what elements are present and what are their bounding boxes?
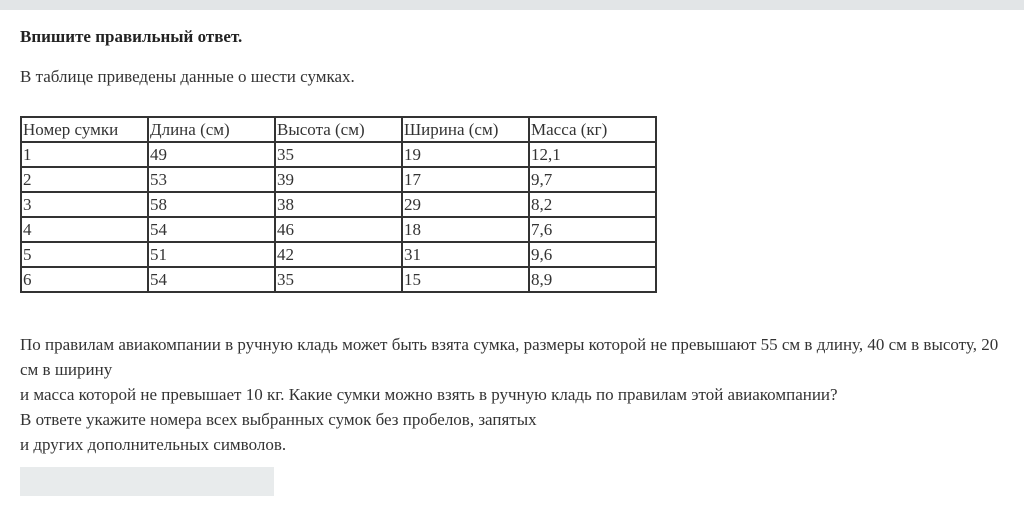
table-cell: 4 xyxy=(20,216,149,243)
table-cell: 46 xyxy=(274,216,403,243)
header-cell: Высота (см) xyxy=(274,116,403,143)
header-cell: Масса (кг) xyxy=(528,116,657,143)
table-cell: 39 xyxy=(274,166,403,193)
table-cell: 5 xyxy=(20,241,149,268)
table-cell: 9,7 xyxy=(528,166,657,193)
table-cell: 9,6 xyxy=(528,241,657,268)
table-cell: 7,6 xyxy=(528,216,657,243)
table-cell: 15 xyxy=(401,266,530,293)
question-line: и других дополнительных символов. xyxy=(20,435,287,454)
header-cell: Ширина (см) xyxy=(401,116,530,143)
table-cell: 58 xyxy=(147,191,276,218)
table-row: 2 53 39 17 9,7 xyxy=(20,166,657,193)
table-cell: 35 xyxy=(274,266,403,293)
table-cell: 42 xyxy=(274,241,403,268)
table-cell: 1 xyxy=(20,141,149,168)
table-cell: 51 xyxy=(147,241,276,268)
table-row: 5 51 42 31 9,6 xyxy=(20,241,657,268)
table-cell: 53 xyxy=(147,166,276,193)
answer-input[interactable] xyxy=(20,467,274,496)
table-cell: 35 xyxy=(274,141,403,168)
table-row: 3 58 38 29 8,2 xyxy=(20,191,657,218)
table-cell: 6 xyxy=(20,266,149,293)
table-cell: 3 xyxy=(20,191,149,218)
table-cell: 17 xyxy=(401,166,530,193)
question-line: По правилам авиакомпании в ручную кладь … xyxy=(20,335,999,379)
intro-text: В таблице приведены данные о шести сумка… xyxy=(20,67,355,86)
table-cell: 18 xyxy=(401,216,530,243)
instruction-heading: Впишите правильный ответ. xyxy=(20,27,243,46)
top-bar xyxy=(0,0,1024,10)
table-cell: 38 xyxy=(274,191,403,218)
question-line: В ответе укажите номера всех выбранных с… xyxy=(20,410,537,429)
table-cell: 12,1 xyxy=(528,141,657,168)
table-cell: 29 xyxy=(401,191,530,218)
table-cell: 8,9 xyxy=(528,266,657,293)
table-cell: 54 xyxy=(147,216,276,243)
table-cell: 19 xyxy=(401,141,530,168)
table-cell: 2 xyxy=(20,166,149,193)
table-cell: 31 xyxy=(401,241,530,268)
table-header-row: Номер сумки Длина (см) Высота (см) Ширин… xyxy=(20,116,657,143)
table-row: 4 54 46 18 7,6 xyxy=(20,216,657,243)
table-row: 1 49 35 19 12,1 xyxy=(20,141,657,168)
bags-table: Номер сумки Длина (см) Высота (см) Ширин… xyxy=(20,116,657,293)
header-cell: Длина (см) xyxy=(147,116,276,143)
header-cell: Номер сумки xyxy=(20,116,149,143)
table-cell: 8,2 xyxy=(528,191,657,218)
table-row: 6 54 35 15 8,9 xyxy=(20,266,657,293)
table-cell: 54 xyxy=(147,266,276,293)
question-text: По правилам авиакомпании в ручную кладь … xyxy=(20,332,1010,457)
table-cell: 49 xyxy=(147,141,276,168)
question-line: и масса которой не превышает 10 кг. Каки… xyxy=(20,385,838,404)
